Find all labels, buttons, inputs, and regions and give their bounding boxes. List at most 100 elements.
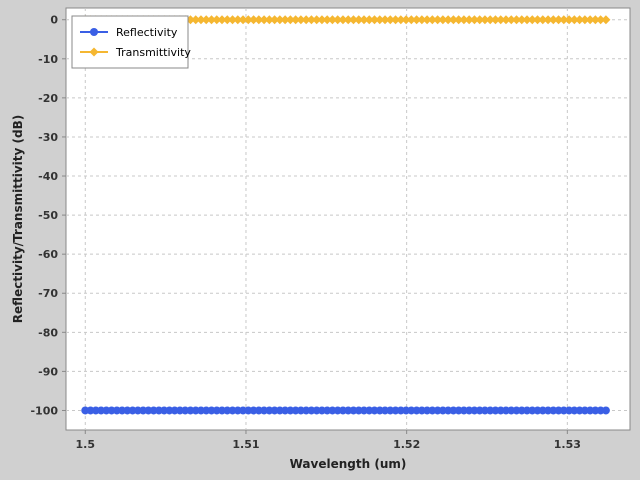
y-tick-label: -30 xyxy=(38,131,58,144)
transmittivity-point xyxy=(554,15,564,25)
transmittivity-point xyxy=(585,15,595,25)
x-tick-label: 1.51 xyxy=(232,438,259,451)
transmittivity-point xyxy=(417,15,427,25)
transmittivity-point xyxy=(312,15,322,25)
transmittivity-point xyxy=(396,15,406,25)
transmittivity-point xyxy=(327,15,337,25)
transmittivity-point xyxy=(317,15,327,25)
legend-item-reflectivity: Reflectivity xyxy=(80,26,178,39)
transmittivity-point xyxy=(575,15,585,25)
legend-marker xyxy=(89,47,99,57)
transmittivity-point xyxy=(412,15,422,25)
transmittivity-point xyxy=(306,15,316,25)
transmittivity-point xyxy=(249,15,259,25)
transmittivity-point xyxy=(264,15,274,25)
transmittivity-point xyxy=(391,15,401,25)
transmittivity-point xyxy=(469,15,479,25)
transmittivity-point xyxy=(490,15,500,25)
x-tick-label: 1.52 xyxy=(393,438,420,451)
transmittivity-point xyxy=(348,15,358,25)
transmittivity-point xyxy=(291,15,301,25)
transmittivity-point xyxy=(448,15,458,25)
transmittivity-point xyxy=(590,15,600,25)
x-tick-label: 1.5 xyxy=(76,438,96,451)
transmittivity-point xyxy=(433,15,443,25)
y-tick-label: -100 xyxy=(30,404,58,417)
transmittivity-point xyxy=(254,15,264,25)
axes: 1.5 1.51 1.52 1.53 0 -10 -20 -30 -40 -50 -60 -70 -80… xyxy=(30,14,580,451)
transmittivity-point xyxy=(217,15,227,25)
y-tick-label: -40 xyxy=(38,170,58,183)
transmittivity-point xyxy=(422,15,432,25)
transmittivity-point xyxy=(228,15,238,25)
y-tick-label: -10 xyxy=(38,53,58,66)
legend-box xyxy=(71,15,189,69)
transmittivity-point xyxy=(364,15,374,25)
reflectivity-point xyxy=(601,406,610,415)
legend-label: Reflectivity xyxy=(116,26,178,39)
transmittivity-point xyxy=(191,15,201,25)
transmittivity-point xyxy=(333,15,343,25)
transmittivity-point xyxy=(259,15,269,25)
transmittivity-point xyxy=(527,15,537,25)
transmittivity-point xyxy=(233,15,243,25)
transmittivity-point xyxy=(511,15,521,25)
transmittivity-point xyxy=(243,15,253,25)
transmittivity-point xyxy=(475,15,485,25)
legend-label: Transmittivity xyxy=(115,46,191,59)
transmittivity-point xyxy=(296,15,306,25)
plot-area xyxy=(65,7,631,431)
transmittivity-point xyxy=(275,15,285,25)
transmittivity-point xyxy=(206,15,216,25)
series-layer xyxy=(80,15,611,415)
transmittivity-point xyxy=(459,15,469,25)
y-tick-label: -20 xyxy=(38,92,58,105)
y-tick-label: -90 xyxy=(38,365,58,378)
legend-marker xyxy=(90,28,98,36)
transmittivity-point xyxy=(443,15,453,25)
transmittivity-point xyxy=(569,15,579,25)
transmittivity-point xyxy=(596,15,606,25)
transmittivity-point xyxy=(580,15,590,25)
transmittivity-point xyxy=(359,15,369,25)
transmittivity-point xyxy=(517,15,527,25)
transmittivity-point xyxy=(480,15,490,25)
x-axis-label: Wavelength (um) xyxy=(290,457,407,471)
transmittivity-point xyxy=(427,15,437,25)
transmittivity-point xyxy=(285,15,295,25)
y-tick-label: -80 xyxy=(38,326,58,339)
transmittivity-point xyxy=(601,15,611,25)
transmittivity-point xyxy=(438,15,448,25)
transmittivity-point xyxy=(485,15,495,25)
series-reflectivity xyxy=(81,406,610,415)
transmittivity-point xyxy=(501,15,511,25)
transmittivity-point xyxy=(196,15,206,25)
transmittivity-point xyxy=(280,15,290,25)
y-tick-label: 0 xyxy=(50,14,58,27)
y-tick-label: -50 xyxy=(38,209,58,222)
transmittivity-point xyxy=(559,15,569,25)
x-tick-label: 1.53 xyxy=(554,438,581,451)
transmittivity-point xyxy=(533,15,543,25)
transmittivity-point xyxy=(343,15,353,25)
y-tick-label: -60 xyxy=(38,248,58,261)
transmittivity-point xyxy=(322,15,332,25)
transmittivity-point xyxy=(238,15,248,25)
transmittivity-point xyxy=(564,15,574,25)
transmittivity-point xyxy=(538,15,548,25)
transmittivity-point xyxy=(548,15,558,25)
transmittivity-point xyxy=(522,15,532,25)
y-axis-label: Reflectivity/Transmittivity (dB) xyxy=(11,115,25,323)
transmittivity-point xyxy=(270,15,280,25)
transmittivity-point xyxy=(375,15,385,25)
transmittivity-point xyxy=(370,15,380,25)
transmittivity-point xyxy=(454,15,464,25)
transmittivity-point xyxy=(354,15,364,25)
legend-item-transmittivity: Transmittivity xyxy=(80,46,191,59)
transmittivity-point xyxy=(406,15,416,25)
transmittivity-point xyxy=(385,15,395,25)
y-tick-label: -70 xyxy=(38,287,58,300)
transmittivity-point xyxy=(201,15,211,25)
transmittivity-point xyxy=(212,15,222,25)
